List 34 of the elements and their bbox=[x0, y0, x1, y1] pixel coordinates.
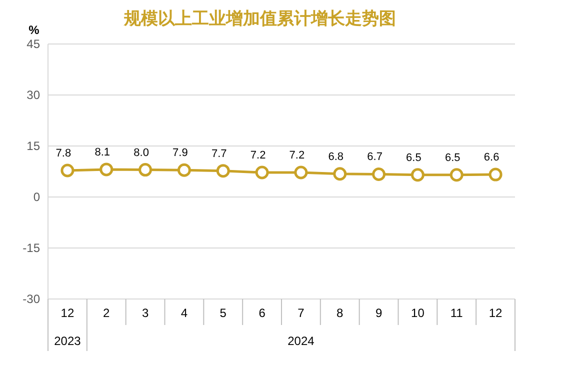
data-label: 7.9 bbox=[172, 147, 188, 160]
y-tick-label: -30 bbox=[22, 292, 40, 306]
data-label: 7.2 bbox=[250, 150, 266, 162]
data-label: 6.8 bbox=[328, 150, 344, 163]
x-tick-label: 3 bbox=[142, 306, 149, 320]
y-tick-label: 0 bbox=[33, 190, 40, 204]
y-tick-label: 15 bbox=[26, 139, 40, 153]
data-label: 8.0 bbox=[134, 146, 149, 159]
chart-title: 规模以上工业增加值累计增长走势图 bbox=[123, 9, 396, 28]
y-tick-label: -15 bbox=[22, 241, 40, 255]
x-tick-label: 11 bbox=[450, 306, 464, 320]
x-tick-label: 12 bbox=[488, 306, 503, 320]
x-tick-label: 7 bbox=[298, 306, 305, 320]
x-tick-label: 12 bbox=[60, 306, 74, 320]
text: 2023 bbox=[54, 334, 82, 348]
x-tick-label: 4 bbox=[180, 306, 188, 320]
data-label: 7.2 bbox=[289, 150, 305, 162]
data-label: 6.6 bbox=[484, 152, 500, 164]
y-tick-label: 45 bbox=[26, 37, 40, 51]
data-label: 6.5 bbox=[406, 152, 422, 164]
x-tick-label: 8 bbox=[336, 306, 344, 320]
y-tick-label: 30 bbox=[26, 88, 40, 102]
x-tick-label: 6 bbox=[258, 306, 266, 320]
data-label: 8.1 bbox=[94, 146, 110, 158]
x-tick-label: 5 bbox=[220, 306, 227, 320]
data-label: 6.7 bbox=[367, 151, 382, 164]
x-tick-label: 2 bbox=[103, 306, 110, 320]
text: 2024 bbox=[288, 334, 315, 348]
y-axis-title: % bbox=[28, 23, 40, 37]
data-label: 6.5 bbox=[444, 152, 460, 164]
x-tick-label: 10 bbox=[411, 306, 425, 320]
data-label: 7.8 bbox=[56, 147, 72, 160]
data-label: 7.7 bbox=[211, 148, 227, 160]
x-tick-label: 9 bbox=[375, 306, 382, 320]
